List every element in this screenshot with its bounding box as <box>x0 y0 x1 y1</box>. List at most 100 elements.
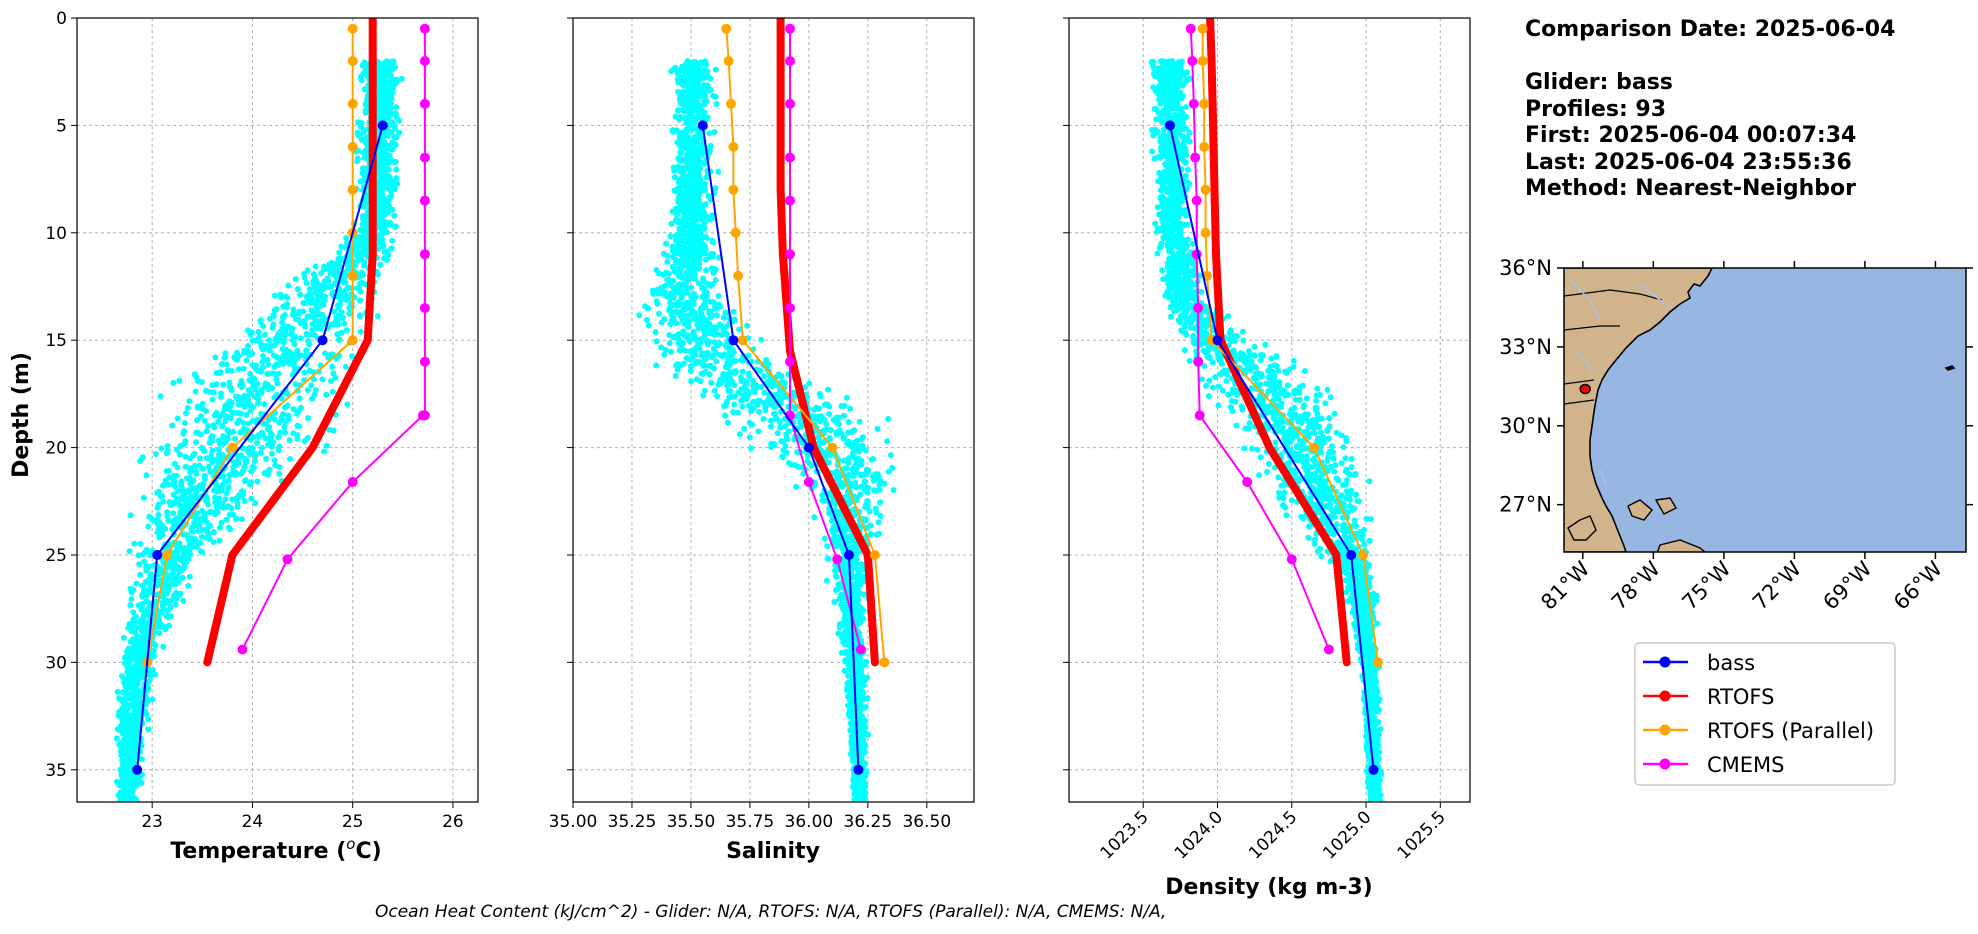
scatter-point <box>223 361 230 368</box>
scatter-point <box>131 753 137 760</box>
scatter-point <box>164 509 171 516</box>
scatter-point <box>361 260 368 267</box>
scatter-point <box>362 147 369 154</box>
scatter-point <box>211 487 217 494</box>
scatter-point <box>388 192 394 199</box>
scatter-point <box>266 315 273 322</box>
scatter-point <box>278 294 285 301</box>
scatter-point <box>681 255 688 262</box>
scatter-point <box>851 592 858 599</box>
scatter-point <box>713 358 720 365</box>
scatter-point <box>317 325 324 332</box>
scatter-point <box>691 202 698 209</box>
cmems-marker <box>417 410 428 421</box>
scatter-point <box>143 598 150 605</box>
scatter-point <box>228 367 235 374</box>
scatter-point <box>304 267 311 274</box>
scatter-point <box>258 444 265 451</box>
scatter-point <box>811 514 818 521</box>
scatter-point <box>242 477 249 484</box>
scatter-point <box>682 104 689 111</box>
scatter-point <box>205 423 212 429</box>
scatter-point <box>677 150 684 156</box>
scatter-point <box>125 794 132 801</box>
scatter-point <box>145 523 152 530</box>
scatter-point <box>671 187 678 194</box>
rtofs-parallel-marker <box>347 335 358 346</box>
scatter-point <box>221 435 228 442</box>
scatter-point <box>672 64 679 71</box>
scatter-point <box>825 386 832 393</box>
scatter-point <box>357 178 364 185</box>
cmems-marker <box>282 554 293 565</box>
scatter-point <box>682 96 689 102</box>
scatter-point <box>266 337 273 344</box>
scatter-point <box>222 350 229 357</box>
cmems-marker <box>419 249 430 260</box>
scatter-point <box>127 602 134 609</box>
scatter-point <box>183 475 190 482</box>
scatter-point <box>701 113 708 120</box>
scatter-point <box>184 404 191 411</box>
scatter-point <box>254 478 261 485</box>
scatter-point <box>123 760 130 767</box>
scatter-point <box>126 722 133 729</box>
scatter-point <box>859 566 866 573</box>
scatter-point <box>207 522 214 529</box>
scatter-point <box>715 168 722 175</box>
scatter-point <box>672 372 679 379</box>
scatter-point <box>874 425 881 432</box>
scatter-point <box>706 130 713 137</box>
scatter-point <box>686 199 693 206</box>
scatter-point <box>342 363 349 370</box>
scatter-point <box>374 313 381 320</box>
scatter-point <box>840 435 847 442</box>
scatter-point <box>197 482 204 489</box>
scatter-point <box>356 313 363 320</box>
scatter-point <box>845 459 852 466</box>
scatter-point <box>228 399 235 406</box>
scatter-point <box>357 297 364 304</box>
scatter-point <box>285 323 292 330</box>
scatter-point <box>254 391 261 397</box>
scatter-point <box>285 282 292 289</box>
scatter-point <box>158 526 164 533</box>
scatter-point <box>194 417 201 424</box>
scatter-point <box>744 322 751 329</box>
scatter-point <box>125 735 132 742</box>
scatter-point <box>748 445 755 452</box>
scatter-point <box>382 220 389 227</box>
scatter-point <box>355 132 362 139</box>
rtofs-parallel-marker <box>347 56 358 66</box>
scatter-point <box>868 456 875 463</box>
scatter-point <box>745 352 752 359</box>
scatter-point <box>810 413 817 420</box>
scatter-point <box>149 696 156 703</box>
scatter-point <box>761 389 768 396</box>
scatter-point <box>305 338 312 344</box>
scatter-point <box>797 419 804 426</box>
scatter-point <box>362 109 369 116</box>
scatter-point <box>122 768 129 775</box>
scatter-point <box>343 327 350 334</box>
scatter-point <box>181 441 188 448</box>
scatter-point <box>284 350 291 357</box>
scatter-point <box>664 252 671 259</box>
scatter-point <box>680 328 687 335</box>
scatter-point <box>819 492 826 499</box>
scatter-point <box>132 667 139 674</box>
scatter-point <box>684 323 691 330</box>
scatter-point <box>225 477 232 484</box>
scatter-point <box>199 445 206 452</box>
scatter-point <box>730 349 737 356</box>
scatter-point <box>262 331 268 338</box>
scatter-point <box>241 349 248 356</box>
scatter-point <box>857 581 864 588</box>
scatter-point <box>139 582 146 589</box>
scatter-point <box>719 353 726 360</box>
scatter-point <box>218 519 225 526</box>
scatter-point <box>321 448 327 455</box>
scatter-point <box>201 514 208 521</box>
bass-line <box>136 124 384 771</box>
scatter-point <box>393 114 400 120</box>
